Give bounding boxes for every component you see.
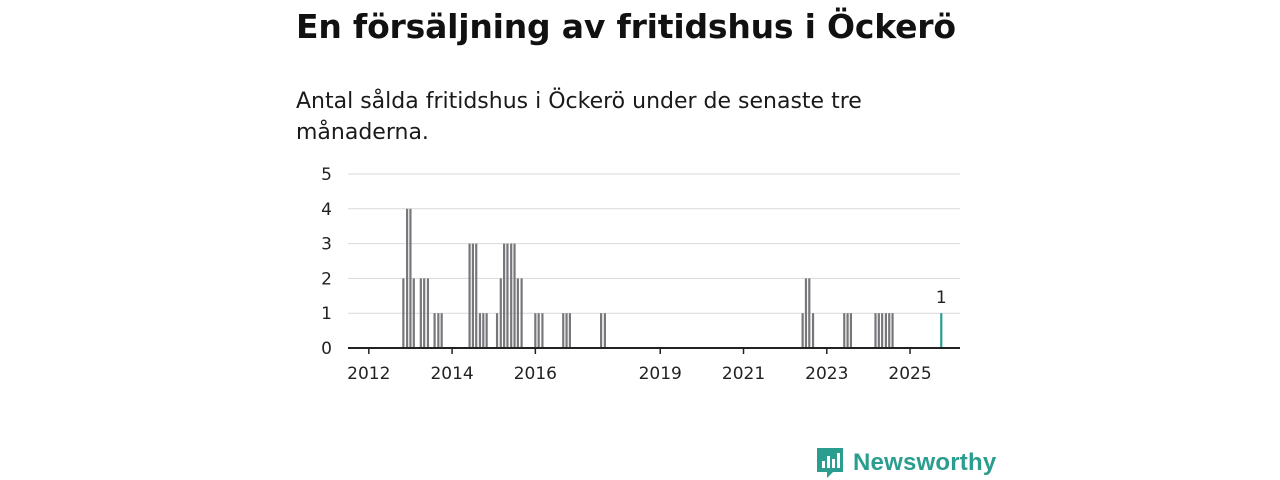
bar <box>801 313 804 348</box>
bar <box>804 278 808 348</box>
y-tick-label: 0 <box>321 339 332 359</box>
bar <box>495 313 499 348</box>
y-axis: 0 1 2 3 4 5 <box>321 165 332 359</box>
bar <box>808 278 811 348</box>
bar <box>568 313 572 348</box>
bar <box>603 313 606 348</box>
newsworthy-icon <box>817 448 843 478</box>
bar <box>510 243 513 348</box>
x-tick-label: 2025 <box>888 364 931 384</box>
x-tick-label: 2019 <box>639 364 682 384</box>
bar <box>412 278 415 348</box>
bar <box>475 243 478 348</box>
y-tick-label: 2 <box>321 269 332 289</box>
chart-subtitle: Antal sålda fritidshus i Öckerö under de… <box>296 89 862 145</box>
bar <box>881 313 884 348</box>
x-tick-label: 2021 <box>722 364 765 384</box>
bar <box>513 243 516 348</box>
bar <box>433 313 436 348</box>
y-tick-label: 3 <box>321 235 332 255</box>
bar <box>423 278 426 348</box>
y-tick-label: 1 <box>321 304 332 324</box>
bar <box>811 313 815 348</box>
bar <box>471 243 474 348</box>
bar <box>891 313 894 348</box>
bar <box>503 243 506 348</box>
bar <box>402 278 405 348</box>
bar <box>468 243 471 348</box>
bar <box>884 313 887 348</box>
bar <box>419 278 422 348</box>
bar <box>485 313 488 348</box>
bar <box>478 313 482 348</box>
bar-chart: 0 1 2 3 4 5 2012 2014 2016 2019 2021 2023 2025 1 <box>321 165 960 384</box>
bar <box>406 208 409 348</box>
bar <box>877 313 880 348</box>
bar <box>520 278 523 348</box>
x-tick-label: 2016 <box>514 364 557 384</box>
bar <box>843 313 846 348</box>
highlight-bar <box>940 313 943 348</box>
x-axis: 2012 2014 2016 2019 2021 2023 2025 <box>347 347 960 384</box>
bar <box>506 243 509 348</box>
bar <box>600 313 603 348</box>
bar <box>437 313 440 348</box>
x-tick-label: 2012 <box>347 364 390 384</box>
bar <box>846 313 849 348</box>
gridlines <box>348 173 960 314</box>
bar <box>482 313 485 348</box>
y-tick-label: 4 <box>321 200 332 220</box>
bar <box>440 313 443 348</box>
x-tick-label: 2023 <box>805 364 848 384</box>
bar-value-label: 1 <box>936 288 947 308</box>
bars <box>402 208 943 348</box>
newsworthy-logo[interactable]: Newsworthy <box>815 446 996 480</box>
bar <box>426 278 430 348</box>
chart-title: En försäljning av fritidshus i Öckerö <box>296 7 956 46</box>
bar <box>888 313 891 348</box>
bar <box>541 313 544 348</box>
bar <box>562 313 565 348</box>
bar <box>849 313 853 348</box>
x-tick-label: 2014 <box>430 364 473 384</box>
bar <box>534 313 537 348</box>
bar <box>565 313 568 348</box>
bar <box>537 313 540 348</box>
bar <box>874 313 877 348</box>
bar <box>499 278 502 348</box>
bar <box>516 278 519 348</box>
brand-name: Newsworthy <box>853 449 997 476</box>
y-tick-label: 5 <box>321 165 332 185</box>
bar <box>409 208 412 348</box>
data-labels: 1 <box>936 288 947 308</box>
